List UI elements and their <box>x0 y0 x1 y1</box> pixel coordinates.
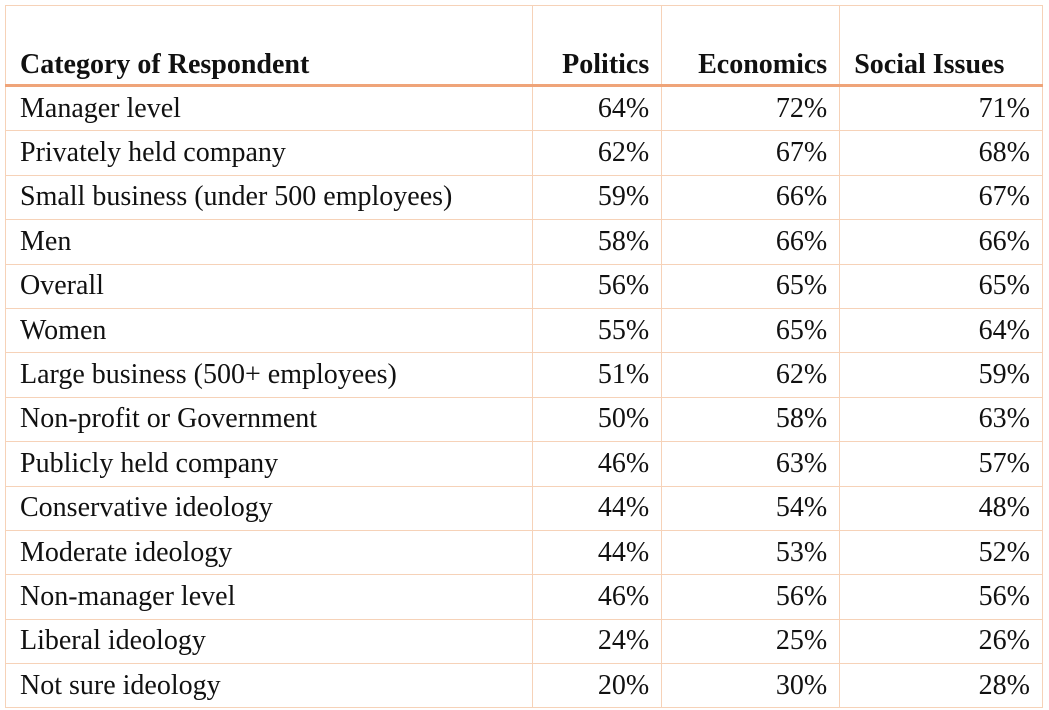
table-row: Women 55% 65% 64% <box>4 307 1043 354</box>
table-row: Publicly held company 46% 63% 57% <box>4 441 1043 487</box>
table-row: Not sure ideology 20% 30% 28% <box>4 663 1043 709</box>
cell-value: 59% <box>839 352 1043 398</box>
cell-value: 67% <box>661 130 841 176</box>
cell-value: 20% <box>532 663 663 709</box>
cell-value: 66% <box>661 219 841 265</box>
cell-value: 72% <box>661 84 841 132</box>
cell-value: 55% <box>532 307 663 354</box>
cell-value: 54% <box>661 485 841 531</box>
cell-value: 56% <box>661 574 841 620</box>
row-label: Manager level <box>4 84 534 132</box>
row-label: Privately held company <box>4 130 534 176</box>
table-row: Non-manager level 46% 56% 56% <box>4 574 1043 620</box>
cell-value: 26% <box>839 618 1043 665</box>
cell-value: 46% <box>532 574 663 620</box>
cell-value: 58% <box>661 396 841 443</box>
cell-value: 44% <box>532 529 663 576</box>
cell-value: 25% <box>661 618 841 665</box>
cell-value: 62% <box>532 130 663 176</box>
table-row: Manager level 64% 72% 71% <box>4 84 1043 132</box>
table-row: Large business (500+ employees) 51% 62% 59% <box>4 352 1043 398</box>
row-label: Women <box>4 307 534 354</box>
cell-value: 30% <box>661 663 841 709</box>
row-label: Conservative ideology <box>4 485 534 531</box>
cell-value: 53% <box>661 529 841 576</box>
cell-value: 50% <box>532 396 663 443</box>
cell-value: 51% <box>532 352 663 398</box>
cell-value: 28% <box>839 663 1043 709</box>
row-label: Men <box>4 219 534 265</box>
table-row: Men 58% 66% 66% <box>4 219 1043 265</box>
row-label: Publicly held company <box>4 441 534 487</box>
cell-value: 24% <box>532 618 663 665</box>
row-label: Large business (500+ employees) <box>4 352 534 398</box>
cell-value: 58% <box>532 219 663 265</box>
table-row: Moderate ideology 44% 53% 52% <box>4 529 1043 576</box>
cell-value: 46% <box>532 441 663 487</box>
row-label: Overall <box>4 263 534 309</box>
cell-value: 66% <box>839 219 1043 265</box>
data-table: Category of Respondent Politics Economics S… <box>4 5 1043 709</box>
table-row: Overall 56% 65% 65% <box>4 263 1043 309</box>
table-row: Small business (under 500 employees) 59% 6… <box>4 174 1043 221</box>
header-row: Category of Respondent Politics Economics S… <box>4 5 1043 87</box>
cell-value: 56% <box>532 263 663 309</box>
cell-value: 48% <box>839 485 1043 531</box>
column-header: Politics <box>532 5 663 87</box>
row-label: Moderate ideology <box>4 529 534 576</box>
cell-value: 65% <box>839 263 1043 309</box>
column-header: Category of Respondent <box>4 5 534 87</box>
table-row: Conservative ideology 44% 54% 48% <box>4 485 1043 531</box>
row-label: Small business (under 500 employees) <box>4 174 534 221</box>
cell-value: 66% <box>661 174 841 221</box>
row-label: Non-manager level <box>4 574 534 620</box>
cell-value: 56% <box>839 574 1043 620</box>
table-row: Liberal ideology 24% 25% 26% <box>4 618 1043 665</box>
column-header: Economics <box>661 5 841 87</box>
cell-value: 52% <box>839 529 1043 576</box>
table-body: Manager level 64% 72% 71% Privately held com… <box>4 84 1043 709</box>
cell-value: 63% <box>661 441 841 487</box>
cell-value: 44% <box>532 485 663 531</box>
row-label: Non-profit or Government <box>4 396 534 443</box>
cell-value: 59% <box>532 174 663 221</box>
cell-value: 64% <box>532 84 663 132</box>
column-header: Social Issues <box>839 5 1043 87</box>
table-row: Non-profit or Government 50% 58% 63% <box>4 396 1043 443</box>
row-label: Liberal ideology <box>4 618 534 665</box>
cell-value: 62% <box>661 352 841 398</box>
cell-value: 67% <box>839 174 1043 221</box>
cell-value: 63% <box>839 396 1043 443</box>
cell-value: 68% <box>839 130 1043 176</box>
table-row: Privately held company 62% 67% 68% <box>4 130 1043 176</box>
cell-value: 64% <box>839 307 1043 354</box>
cell-value: 65% <box>661 307 841 354</box>
cell-value: 65% <box>661 263 841 309</box>
cell-value: 71% <box>839 84 1043 132</box>
row-label: Not sure ideology <box>4 663 534 709</box>
cell-value: 57% <box>839 441 1043 487</box>
